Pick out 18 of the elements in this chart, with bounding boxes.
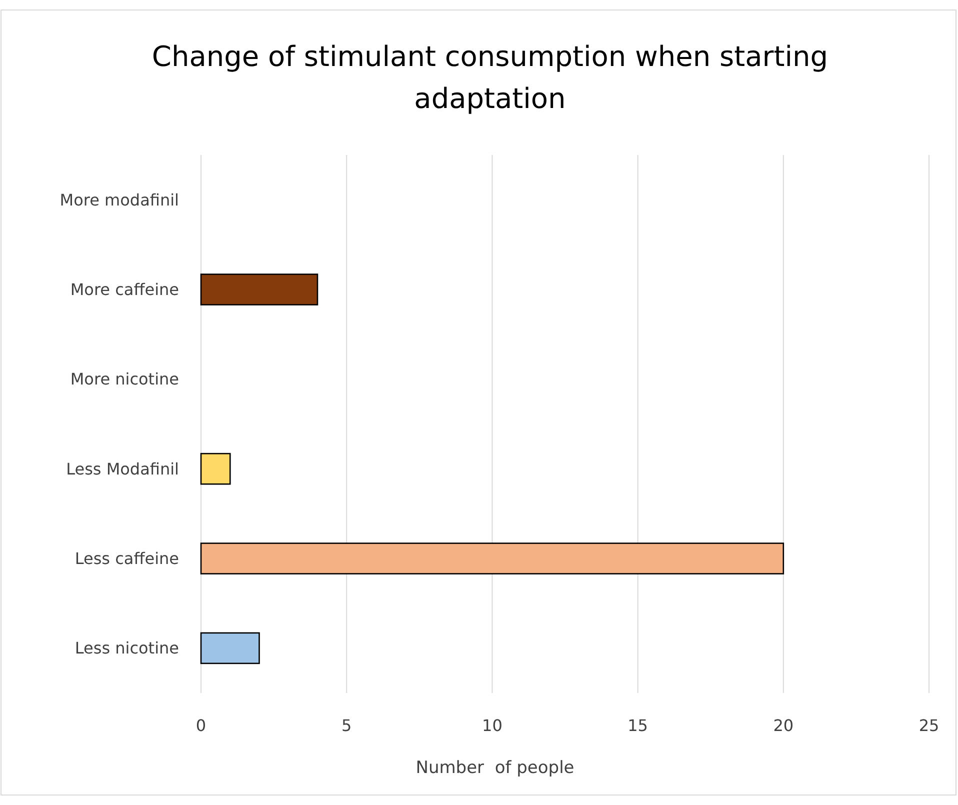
y-tick-label: Less Modafinil bbox=[66, 459, 179, 478]
bar bbox=[200, 542, 784, 574]
y-tick-label: More nicotine bbox=[70, 370, 179, 389]
bar bbox=[200, 632, 260, 664]
y-tick-label: More modafinil bbox=[60, 190, 179, 210]
y-tick-label: Less nicotine bbox=[74, 638, 179, 658]
x-tick-label: 10 bbox=[482, 716, 502, 735]
chart-title: Change of stimulant consumption when starting adaptation bbox=[152, 40, 828, 115]
x-tick-label: 15 bbox=[628, 716, 648, 735]
x-axis-title: Number of people bbox=[416, 758, 574, 778]
x-tick-label: 20 bbox=[773, 716, 794, 735]
bar bbox=[200, 274, 318, 306]
x-tick-label: 25 bbox=[918, 716, 940, 735]
x-tick-label: 0 bbox=[196, 716, 206, 735]
x-tick-label: 5 bbox=[342, 716, 352, 735]
bar bbox=[200, 452, 231, 485]
y-tick-label: More caffeine bbox=[70, 280, 179, 299]
y-tick-label: Less caffeine bbox=[74, 549, 179, 568]
